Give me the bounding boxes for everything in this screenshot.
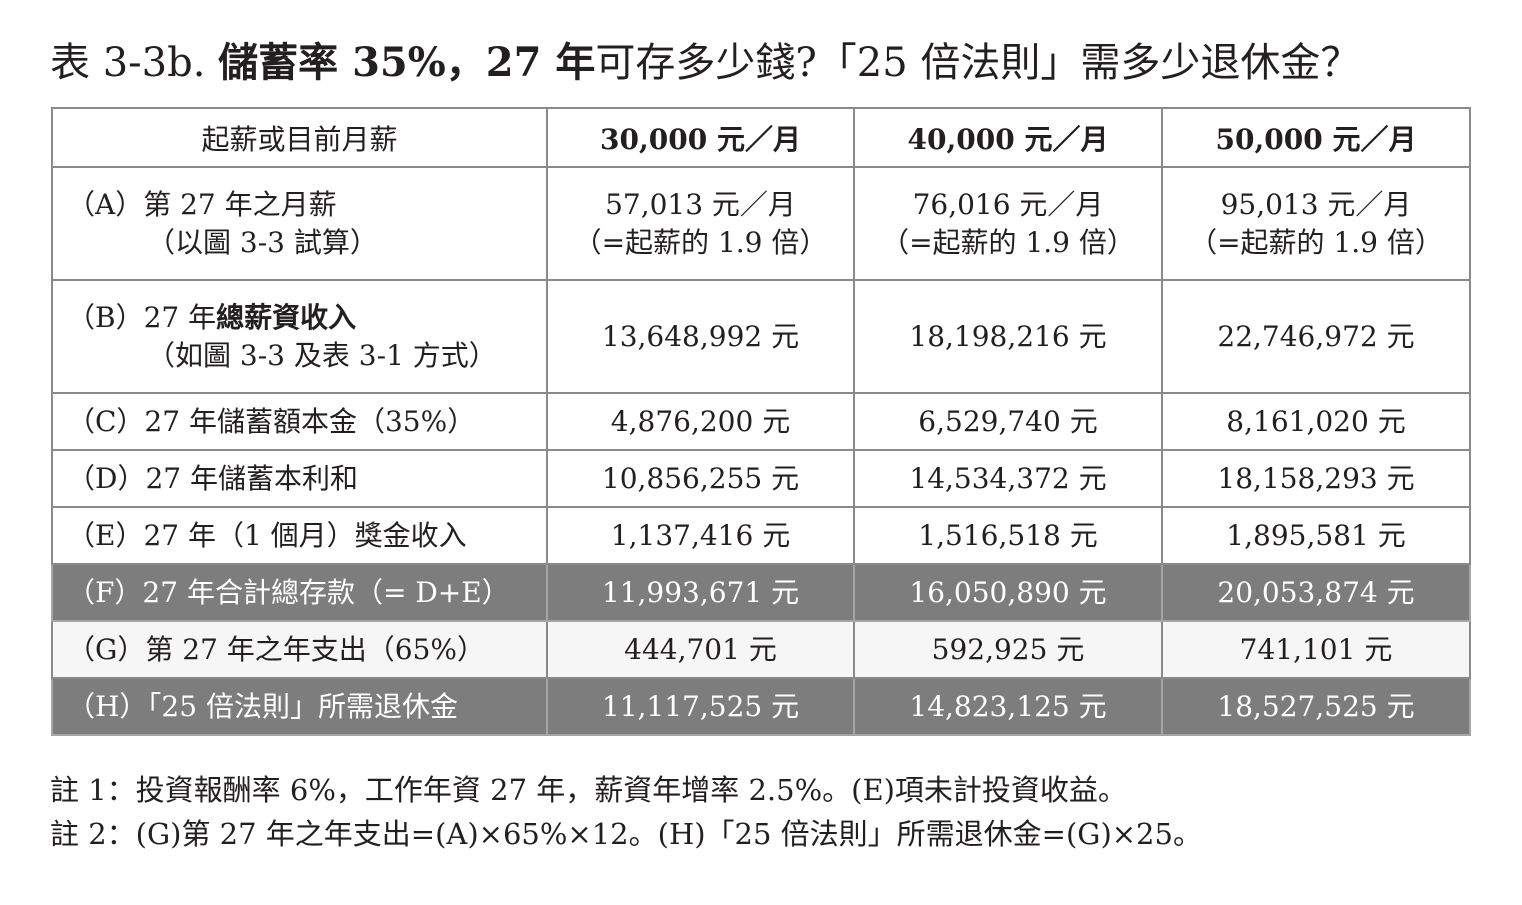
row-label: （H）「25 倍法則」所需退休金: [51, 677, 548, 736]
table-cell: 11,117,525 元: [546, 677, 855, 736]
table-row-f: （F）27 年合計總存款（= D+E） 11,993,671 元 16,050,…: [51, 563, 1471, 622]
footnote-1: 註 1：投資報酬率 6%，工作年資 27 年，薪資年增率 2.5%。(E)項未計…: [50, 773, 1127, 807]
table-cell: 57,013 元／月 （=起薪的 1.9 倍）: [546, 166, 855, 281]
row-label: （B）27 年總薪資收入 （如圖 3-3 及表 3-1 方式）: [51, 279, 548, 394]
row-label-bold: 總薪資收入: [216, 300, 357, 334]
row-label-line1: （A）第 27 年之月薪: [67, 187, 337, 221]
title-suffix: 可存多少錢?「25 倍法則」需多少退休金？: [595, 40, 1361, 86]
table-cell: 592,925 元: [853, 620, 1163, 679]
table-row-g: （G）第 27 年之年支出（65%） 444,701 元 592,925 元 7…: [51, 620, 1471, 679]
cell-line1: 57,013 元／月: [605, 187, 796, 221]
table-cell: 76,016 元／月 （=起薪的 1.9 倍）: [853, 166, 1163, 281]
table-cell: 6,529,740 元: [853, 392, 1163, 451]
footnotes: 註 1：投資報酬率 6%，工作年資 27 年，薪資年增率 2.5%。(E)項未計…: [50, 768, 1490, 856]
row-label: （A）第 27 年之月薪 （以圖 3-3 試算）: [51, 166, 548, 281]
header-cell-salary: 起薪或目前月薪: [51, 107, 548, 168]
row-label: （G）第 27 年之年支出（65%）: [51, 620, 548, 679]
row-label: （C）27 年儲蓄額本金（35%）: [51, 392, 548, 451]
table-cell: 1,516,518 元: [853, 506, 1163, 565]
table-row-a: （A）第 27 年之月薪 （以圖 3-3 試算） 57,013 元／月 （=起薪…: [51, 166, 1471, 281]
table-cell: 1,137,416 元: [546, 506, 855, 565]
table-cell: 18,198,216 元: [853, 279, 1163, 394]
table-cell: 18,158,293 元: [1161, 449, 1471, 508]
row-label: （E）27 年（1 個月）獎金收入: [51, 506, 548, 565]
table-cell: 95,013 元／月 （=起薪的 1.9 倍）: [1161, 166, 1471, 281]
table-cell: 10,856,255 元: [546, 449, 855, 508]
footnote-2: 註 2：(G)第 27 年之年支出=(A)×65%×12。(H)「25 倍法則」…: [50, 817, 1202, 851]
cell-line2: （=起薪的 1.9 倍）: [881, 225, 1135, 259]
table-row-h: （H）「25 倍法則」所需退休金 11,117,525 元 14,823,125…: [51, 677, 1471, 736]
row-label: （F）27 年合計總存款（= D+E）: [51, 563, 548, 622]
header-cell-50000: 50,000 元／月: [1161, 107, 1471, 168]
table-cell: 13,648,992 元: [546, 279, 855, 394]
row-label-line2: （如圖 3-3 及表 3-1 方式）: [147, 338, 497, 372]
cell-line2: （=起薪的 1.9 倍）: [573, 225, 828, 259]
table-cell: 741,101 元: [1161, 620, 1471, 679]
header-row: 起薪或目前月薪 30,000 元／月 40,000 元／月 50,000 元／月: [51, 107, 1471, 168]
table-row-e: （E）27 年（1 個月）獎金收入 1,137,416 元 1,516,518 …: [51, 506, 1471, 565]
row-label-line1: （B）27 年: [67, 300, 217, 334]
header-cell-30000: 30,000 元／月: [546, 107, 855, 168]
title-prefix: 表 3-3b.: [50, 40, 219, 86]
table-cell: 11,993,671 元: [546, 563, 855, 622]
table-cell: 8,161,020 元: [1161, 392, 1471, 451]
header-cell-40000: 40,000 元／月: [853, 107, 1163, 168]
table-cell: 1,895,581 元: [1161, 506, 1471, 565]
table-cell: 18,527,525 元: [1161, 677, 1471, 736]
table-cell: 14,534,372 元: [853, 449, 1163, 508]
table-row-b: （B）27 年總薪資收入 （如圖 3-3 及表 3-1 方式） 13,648,9…: [51, 279, 1471, 394]
table-cell: 14,823,125 元: [853, 677, 1163, 736]
table-row-d: （D）27 年儲蓄本利和 10,856,255 元 14,534,372 元 1…: [51, 449, 1471, 508]
page-title: 表 3-3b. 儲蓄率 35%，27 年可存多少錢?「25 倍法則」需多少退休金…: [50, 30, 1490, 96]
table-cell: 4,876,200 元: [546, 392, 855, 451]
cell-line1: 95,013 元／月: [1220, 187, 1412, 221]
cell-line2: （=起薪的 1.9 倍）: [1189, 225, 1443, 259]
row-label-line2: （以圖 3-3 試算）: [147, 225, 378, 259]
table-row-c: （C）27 年儲蓄額本金（35%） 4,876,200 元 6,529,740 …: [51, 392, 1471, 451]
table-cell: 20,053,874 元: [1161, 563, 1471, 622]
cell-line1: 76,016 元／月: [912, 187, 1104, 221]
row-label: （D）27 年儲蓄本利和: [51, 449, 548, 508]
table-cell: 22,746,972 元: [1161, 279, 1471, 394]
table-cell: 444,701 元: [546, 620, 855, 679]
savings-table: 起薪或目前月薪 30,000 元／月 40,000 元／月 50,000 元／月…: [51, 107, 1471, 736]
table-cell: 16,050,890 元: [853, 563, 1163, 622]
title-bold: 儲蓄率 35%，27 年: [218, 39, 596, 86]
